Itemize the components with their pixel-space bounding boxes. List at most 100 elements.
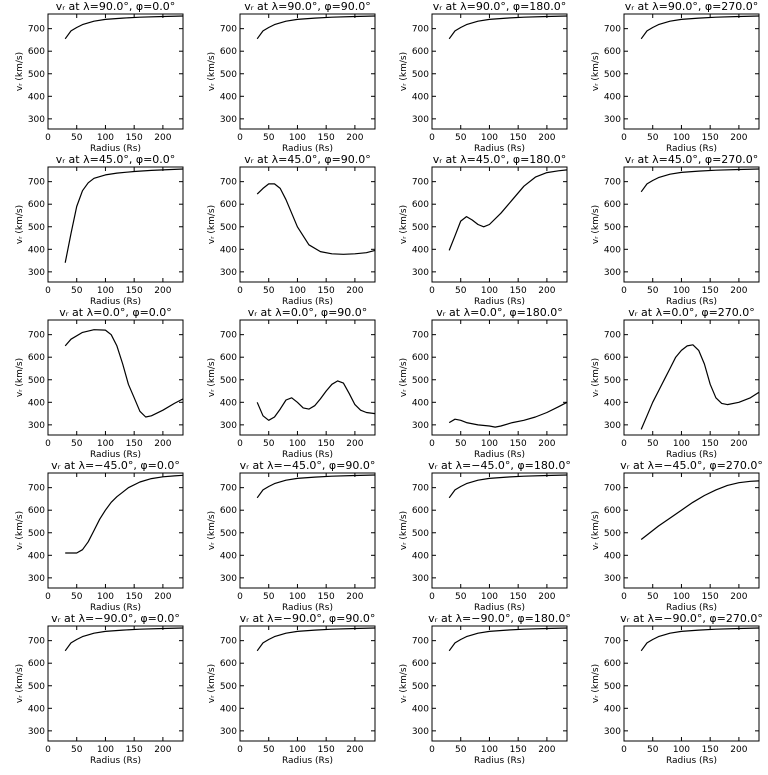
- y-tick-label: 700: [28, 637, 45, 647]
- y-tick-label: 700: [412, 178, 429, 188]
- chart-panel-17: 0 50 100 150 200 300 400 500 600 700 Radius (Rs) vᵣ…: [15, 612, 184, 766]
- plot-frame: [47, 13, 184, 130]
- x-tick-label: 0: [237, 286, 243, 296]
- y-tick-label: 600: [220, 200, 237, 210]
- x-axis-label: Radius (Rs): [90, 144, 141, 154]
- x-tick-label: 50: [263, 745, 275, 755]
- x-tick-label: 50: [455, 286, 467, 296]
- chart-title: vᵣ at λ=0.0°, φ=270.0°: [628, 306, 755, 319]
- y-tick-label: 400: [220, 245, 237, 255]
- x-tick-label: 50: [455, 439, 467, 449]
- x-tick-label: 150: [318, 439, 335, 449]
- x-tick-label: 50: [263, 592, 275, 602]
- chart-panel-6: 0 50 100 150 200 300 400 500 600 700 Radius (Rs) vᵣ…: [207, 153, 376, 307]
- chart-panel-16: 0 50 100 150 200 300 400 500 600 700 Radius (Rs) vᵣ…: [591, 459, 763, 613]
- y-tick-label: 500: [220, 376, 237, 386]
- y-tick-label: 300: [220, 574, 237, 584]
- x-tick-label: 100: [97, 133, 114, 143]
- y-tick-label: 400: [220, 398, 237, 408]
- x-tick-label: 200: [538, 439, 555, 449]
- x-axis-label: Radius (Rs): [666, 144, 717, 154]
- y-axis-label: vᵣ (km/s): [15, 205, 25, 244]
- y-tick-label: 600: [412, 506, 429, 516]
- x-tick-label: 150: [318, 592, 335, 602]
- x-axis-label: Radius (Rs): [282, 603, 333, 613]
- x-tick-label: 200: [538, 745, 555, 755]
- y-tick-label: 700: [604, 178, 621, 188]
- x-tick-label: 50: [647, 439, 659, 449]
- y-tick-label: 300: [412, 268, 429, 278]
- y-axis-label: vᵣ (km/s): [15, 664, 25, 703]
- y-tick-label: 600: [604, 353, 621, 363]
- y-tick-label: 500: [220, 70, 237, 80]
- chart-title: vᵣ at λ=90.0°, φ=0.0°: [56, 0, 176, 13]
- x-tick-label: 0: [429, 592, 435, 602]
- y-axis-label: vᵣ (km/s): [207, 664, 217, 703]
- x-tick-label: 150: [126, 439, 143, 449]
- x-tick-label: 0: [621, 286, 627, 296]
- x-tick-label: 50: [263, 133, 275, 143]
- x-tick-label: 0: [621, 592, 627, 602]
- chart-title: vᵣ at λ=0.0°, φ=180.0°: [436, 306, 563, 319]
- y-tick-label: 300: [220, 421, 237, 431]
- x-tick-label: 100: [289, 439, 306, 449]
- x-tick-label: 100: [481, 745, 498, 755]
- chart-title: vᵣ at λ=45.0°, φ=270.0°: [625, 153, 759, 166]
- y-tick-label: 700: [604, 25, 621, 35]
- y-tick-label: 600: [28, 659, 45, 669]
- y-tick-label: 400: [28, 551, 45, 561]
- series-line: [448, 169, 568, 251]
- y-tick-label: 700: [220, 637, 237, 647]
- y-tick-label: 700: [604, 637, 621, 647]
- y-tick-label: 700: [28, 178, 45, 188]
- x-tick-label: 0: [45, 592, 51, 602]
- y-tick-label: 300: [28, 727, 45, 737]
- y-tick-label: 400: [28, 704, 45, 714]
- y-tick-label: 400: [604, 245, 621, 255]
- y-tick-label: 400: [412, 92, 429, 102]
- y-tick-label: 600: [28, 506, 45, 516]
- y-axis-label: vᵣ (km/s): [399, 664, 409, 703]
- plot-frame: [431, 625, 568, 742]
- series-line: [448, 474, 568, 499]
- plot-frame: [623, 13, 760, 130]
- chart-panel-3: 0 50 100 150 200 300 400 500 600 700 Radius (Rs) vᵣ…: [399, 0, 568, 154]
- x-tick-label: 200: [154, 592, 171, 602]
- chart-title: vᵣ at λ=45.0°, φ=0.0°: [56, 153, 176, 166]
- series-line: [640, 344, 760, 430]
- x-tick-label: 100: [289, 286, 306, 296]
- x-axis-label: Radius (Rs): [90, 297, 141, 307]
- x-tick-label: 50: [263, 286, 275, 296]
- y-tick-label: 500: [604, 70, 621, 80]
- series-line: [448, 627, 568, 652]
- x-tick-label: 150: [510, 439, 527, 449]
- x-tick-label: 0: [45, 745, 51, 755]
- x-tick-label: 50: [71, 439, 83, 449]
- y-tick-label: 600: [28, 47, 45, 57]
- y-tick-label: 500: [604, 376, 621, 386]
- y-tick-label: 700: [220, 331, 237, 341]
- series-line: [448, 401, 568, 428]
- y-axis-label: vᵣ (km/s): [207, 511, 217, 550]
- chart-panel-10: 0 50 100 150 200 300 400 500 600 700 Radius (Rs) vᵣ…: [207, 306, 376, 460]
- x-tick-label: 100: [289, 133, 306, 143]
- x-tick-label: 0: [621, 439, 627, 449]
- y-tick-label: 700: [220, 484, 237, 494]
- y-axis-label: vᵣ (km/s): [207, 358, 217, 397]
- y-tick-label: 300: [28, 115, 45, 125]
- y-tick-label: 600: [220, 353, 237, 363]
- y-tick-label: 300: [220, 115, 237, 125]
- y-tick-label: 500: [412, 223, 429, 233]
- x-tick-label: 100: [481, 286, 498, 296]
- y-tick-label: 300: [28, 268, 45, 278]
- x-axis-label: Radius (Rs): [666, 450, 717, 460]
- chart-title: vᵣ at λ=45.0°, φ=90.0°: [244, 153, 371, 166]
- y-tick-label: 400: [28, 398, 45, 408]
- chart-title: vᵣ at λ=90.0°, φ=270.0°: [625, 0, 759, 13]
- plot-frame: [623, 472, 760, 589]
- series-line: [640, 15, 760, 40]
- x-axis-label: Radius (Rs): [474, 144, 525, 154]
- y-axis-label: vᵣ (km/s): [591, 52, 601, 91]
- x-tick-label: 200: [730, 745, 747, 755]
